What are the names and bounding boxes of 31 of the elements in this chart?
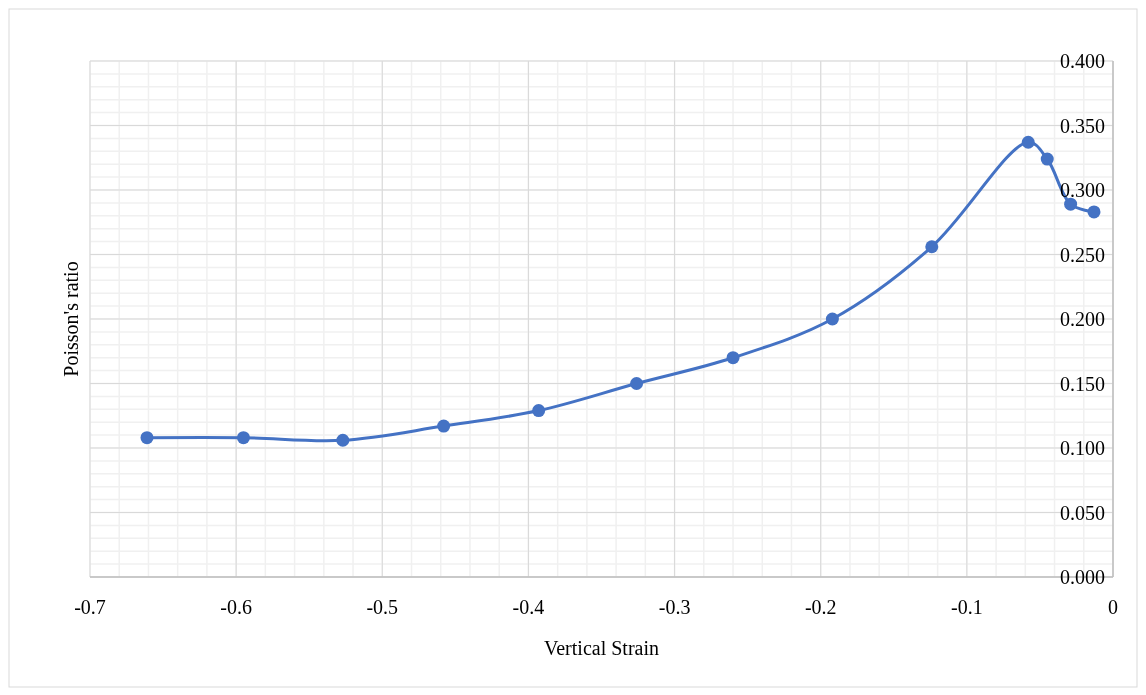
x-axis-title: Vertical Strain — [544, 637, 659, 659]
point — [630, 377, 644, 390]
y-tick-label: 0.100 — [1060, 437, 1105, 459]
x-tick-label: -0.1 — [951, 596, 983, 618]
point — [925, 240, 939, 254]
y-tick-label: 0.050 — [1060, 501, 1105, 524]
x-tick-label: -0.5 — [366, 596, 399, 618]
point — [1064, 197, 1078, 211]
point — [1040, 152, 1054, 166]
x-tick-label: -0.3 — [658, 596, 691, 618]
point — [1087, 205, 1101, 219]
y-tick-label: 0.150 — [1060, 372, 1105, 395]
point — [532, 404, 546, 418]
x-tick-label: -0.7 — [74, 596, 106, 618]
point — [437, 419, 451, 433]
point — [236, 431, 250, 445]
x-tick-label: -0.4 — [512, 596, 545, 618]
y-tick-label: 0.200 — [1060, 308, 1105, 330]
y-axis-title: Poisson's ratio — [60, 261, 82, 377]
point — [336, 433, 350, 447]
y-tick-label: 0.350 — [1060, 114, 1105, 137]
x-tick-label: -0.6 — [220, 596, 252, 618]
point — [726, 351, 740, 365]
x-tick-label: 0 — [1108, 596, 1118, 618]
y-tick-label: 0.400 — [1060, 50, 1105, 72]
y-tick-label: 0.000 — [1060, 566, 1105, 588]
x-tick-label: -0.2 — [804, 596, 837, 618]
y-tick-label: 0.250 — [1060, 243, 1105, 266]
point — [825, 312, 839, 326]
point — [1021, 135, 1035, 149]
point — [140, 431, 154, 445]
